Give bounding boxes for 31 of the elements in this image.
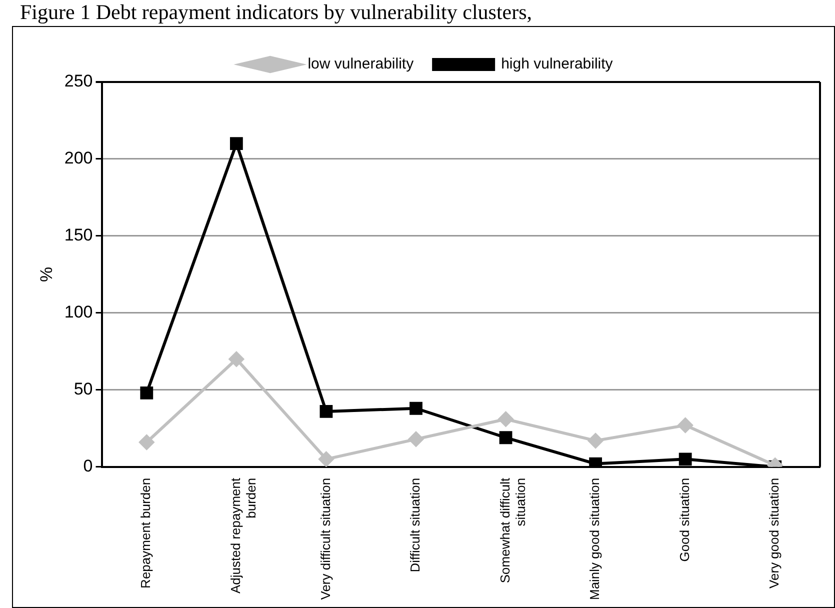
y-tick-label: 200 [64,148,93,168]
point [228,352,244,367]
point [499,431,512,444]
x-tick-label: Very difficult situation [318,478,333,600]
y-tick-label: 50 [74,380,93,399]
point [408,432,424,447]
legend-label: high vulnerability [501,56,614,73]
point [230,137,243,150]
point [498,412,514,427]
x-tick-label: Very good situation [766,478,782,588]
chart-title: Figure 1 Debt repayment indicators by vulnerability clusters, [19,0,534,26]
y-axis-title: % [36,266,56,282]
point [320,405,333,418]
point [588,433,604,448]
point [410,402,422,415]
point [678,418,693,433]
point [678,452,692,466]
x-tick-label: Difficult situation [408,478,423,572]
y-tick-label: 250 [64,72,93,91]
x-tick-label: Good situation [676,478,692,562]
point [139,434,154,450]
x-tick-label: Mainly good situation [587,478,602,600]
y-tick-label: 0 [83,456,93,476]
point [140,386,154,400]
y-tick-label: 150 [64,226,93,245]
x-tick-label: Repayment burden [138,478,154,588]
y-tick-label: 100 [64,302,93,322]
x-tick-label: Adjusted repayment burden [228,477,259,594]
x-tick-label: Somewhat difficult situation [497,477,528,584]
legend-label: low vulnerability [308,56,414,73]
point [318,452,334,467]
